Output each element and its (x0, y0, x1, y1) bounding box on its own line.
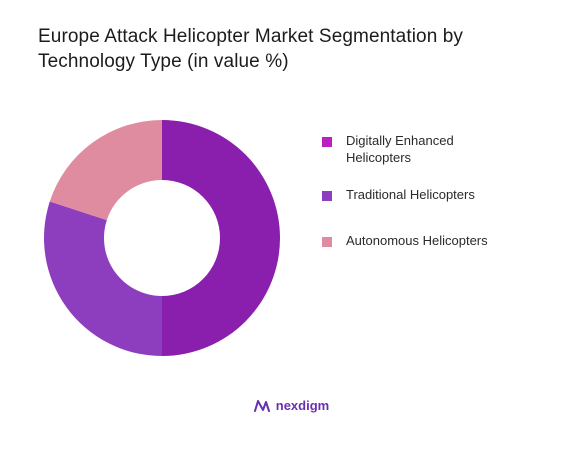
brand-footer: nexdigm (0, 398, 583, 413)
nexdigm-logo-icon (253, 399, 270, 412)
legend-item: Traditional Helicopters (322, 186, 516, 203)
legend-swatch (322, 191, 332, 201)
donut-slice-0 (162, 120, 280, 356)
donut-slice-1 (43, 201, 163, 356)
legend-swatch (322, 137, 332, 147)
legend-swatch (322, 237, 332, 247)
brand-name: nexdigm (275, 398, 330, 413)
legend-label: Autonomous Helicopters (346, 233, 488, 248)
legend-item: Digitally Enhanced Helicopters (322, 132, 516, 166)
legend-label: Digitally Enhanced Helicopters (346, 133, 454, 165)
donut-slice-2 (49, 120, 162, 221)
legend-item: Autonomous Helicopters (322, 232, 516, 249)
chart-title: Europe Attack Helicopter Market Segmenta… (38, 26, 464, 72)
legend-label: Traditional Helicopters (346, 187, 475, 202)
